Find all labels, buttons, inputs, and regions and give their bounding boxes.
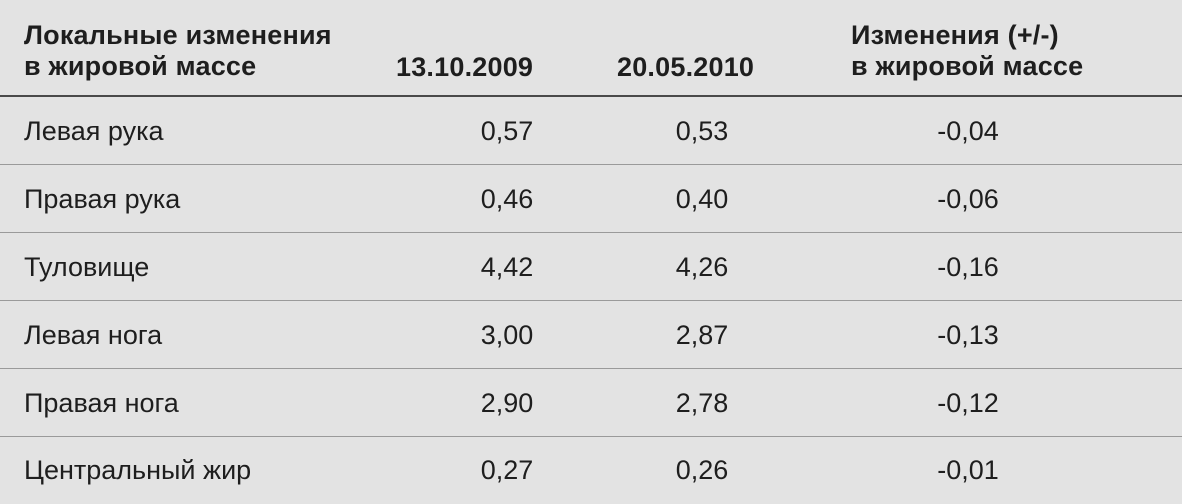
header-diff-column: Изменения (+/-) в жировой массе — [851, 20, 1083, 82]
row-value-diff: -0,16 — [937, 252, 999, 282]
row-label: Туловище — [24, 252, 150, 282]
row-value-diff: -0,04 — [937, 116, 999, 146]
row-value-date2: 0,40 — [675, 184, 729, 214]
table-row: Левая рука 0,57 0,53 -0,04 — [0, 97, 1182, 165]
row-value-date2: 4,26 — [675, 252, 729, 282]
row-value-date2: 0,53 — [675, 116, 729, 146]
row-value-date2: 2,78 — [675, 388, 729, 418]
header-label-line2: в жировой массе — [24, 51, 257, 81]
row-value-date1: 3,00 — [480, 320, 534, 350]
header-label-column: Локальные изменения в жировой массе — [24, 20, 332, 82]
table-row: Центральный жир 0,27 0,26 -0,01 — [0, 436, 1182, 504]
row-label: Центральный жир — [24, 455, 252, 485]
row-value-date1: 4,42 — [480, 252, 534, 282]
row-label: Левая рука — [24, 116, 164, 146]
row-label: Правая нога — [24, 388, 179, 418]
table-header: Локальные изменения в жировой массе 13.1… — [0, 0, 1182, 97]
header-diff-line1: Изменения (+/-) — [851, 20, 1059, 50]
row-value-diff: -0,13 — [937, 320, 999, 350]
row-value-diff: -0,12 — [937, 388, 999, 418]
row-value-date2: 0,26 — [675, 455, 729, 485]
header-label-line1: Локальные изменения — [24, 20, 332, 50]
header-date2-text: 20.05.2010 — [617, 52, 755, 82]
row-value-diff: -0,06 — [937, 184, 999, 214]
row-value-date1: 2,90 — [480, 388, 534, 418]
row-value-date1: 0,46 — [480, 184, 534, 214]
table-row: Левая нога 3,00 2,87 -0,13 — [0, 301, 1182, 369]
row-label: Правая рука — [24, 184, 181, 214]
header-date1: 13.10.2009 — [396, 52, 533, 83]
header-date2: 20.05.2010 — [617, 52, 754, 83]
table-row: Правая рука 0,46 0,40 -0,06 — [0, 165, 1182, 233]
table-row: Туловище 4,42 4,26 -0,16 — [0, 233, 1182, 301]
header-date1-text: 13.10.2009 — [396, 52, 534, 82]
row-value-date2: 2,87 — [675, 320, 729, 350]
row-label: Левая нога — [24, 320, 163, 350]
table-row: Правая нога 2,90 2,78 -0,12 — [0, 369, 1182, 437]
row-value-diff: -0,01 — [937, 455, 999, 485]
row-value-date1: 0,27 — [480, 455, 534, 485]
header-diff-line2: в жировой массе — [851, 51, 1084, 81]
row-value-date1: 0,57 — [480, 116, 534, 146]
